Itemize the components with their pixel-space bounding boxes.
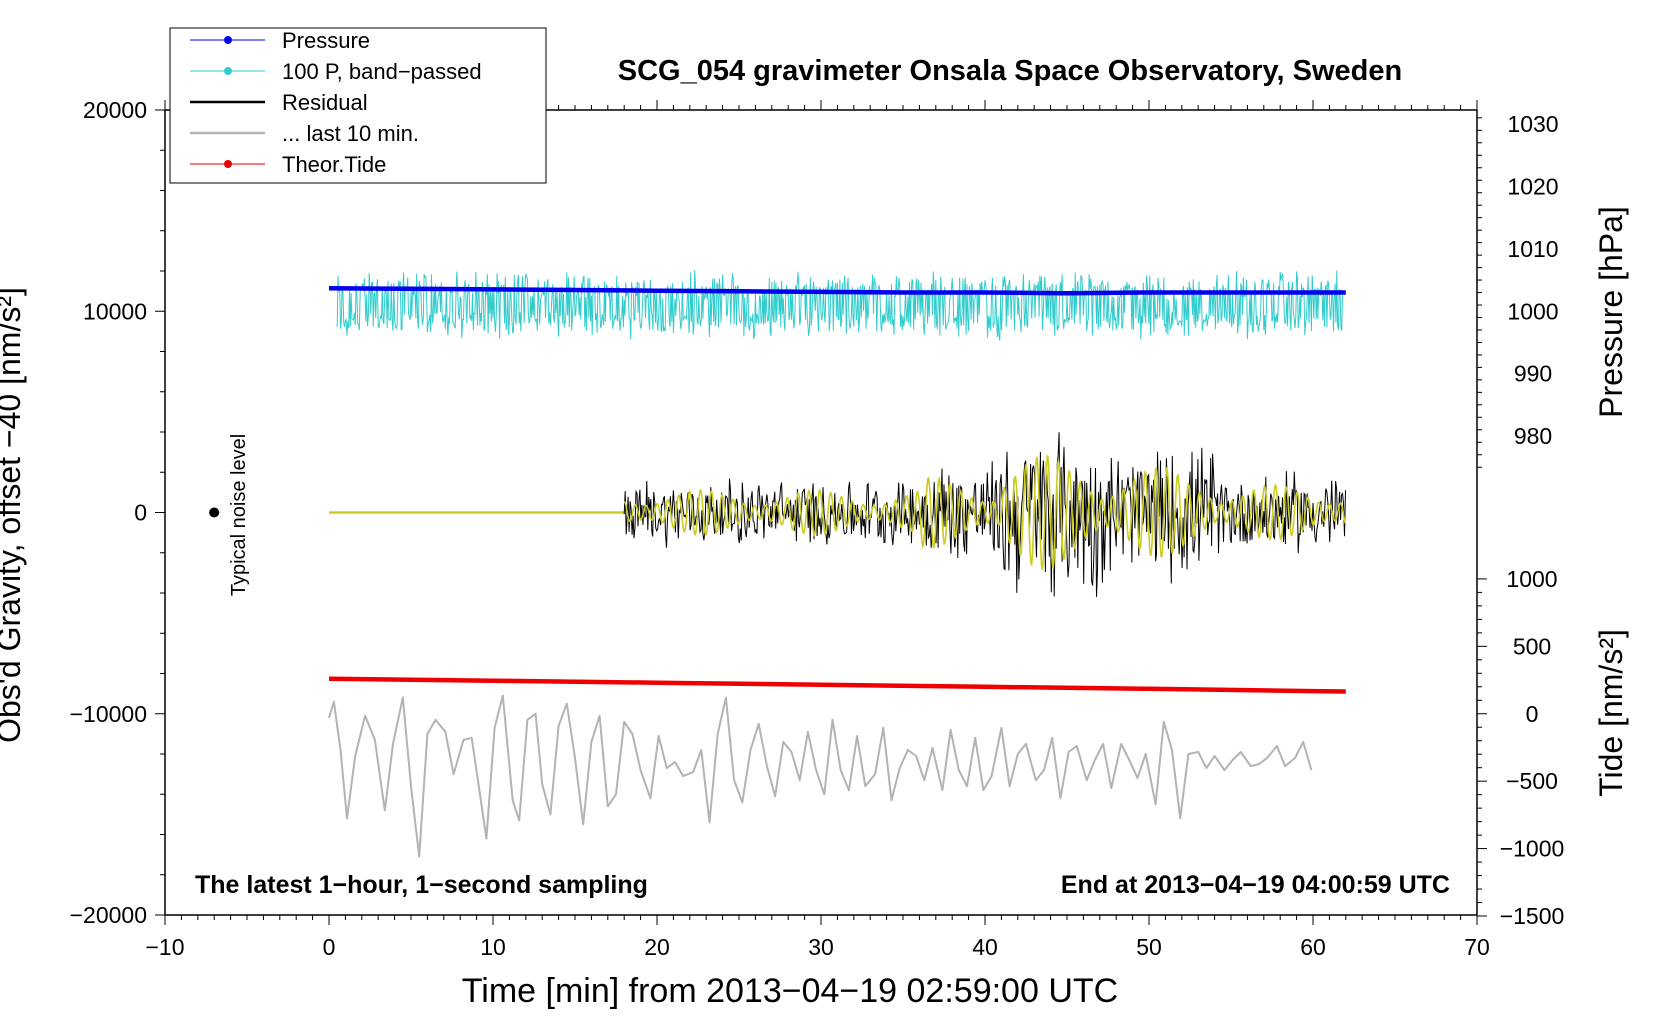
y-axis-label-tide: Tide [nm/s²]: [1593, 629, 1629, 797]
tide-tick-label: −1000: [1500, 836, 1565, 862]
tide-tick-label: −500: [1506, 768, 1558, 794]
y-tick-label-left: 20000: [83, 97, 147, 123]
x-tick-label: 30: [808, 934, 834, 960]
x-tick-label: 10: [480, 934, 506, 960]
series-pressure: [328, 285, 1346, 296]
legend-box: [169, 27, 547, 184]
sampling-note: The latest 1−hour, 1−second sampling: [195, 871, 648, 899]
y-axis-label-left: Obs'd Gravity, offset −40 [nm/s²]: [0, 287, 27, 743]
x-tick-label: 40: [972, 934, 998, 960]
legend-label: Pressure: [282, 28, 370, 53]
legend-label: Theor.Tide: [282, 152, 386, 177]
pressure-tick-label: 1010: [1507, 236, 1558, 262]
y-tick-label-left: 0: [134, 500, 147, 526]
series-last-10-min: [328, 694, 1313, 858]
end-time-note: End at 2013−04−19 04:00:59 UTC: [1061, 871, 1450, 899]
legend-label: ... last 10 min.: [282, 121, 419, 146]
plot-area: [209, 270, 1347, 858]
tide-tick-label: 500: [1513, 633, 1551, 659]
legend-marker: [224, 160, 232, 168]
pressure-tick-label: 1000: [1507, 298, 1558, 324]
pressure-tick-label: 1030: [1507, 111, 1558, 137]
noise-level-point: [209, 507, 220, 518]
x-tick-label: 50: [1136, 934, 1162, 960]
noise-level-label: Typical noise level: [228, 434, 250, 596]
x-tick-label: 20: [644, 934, 670, 960]
tide-tick-label: 1000: [1506, 566, 1557, 592]
legend-label: 100 P, band−passed: [282, 59, 482, 84]
axes: −10 0 10 20 30 40 50 60 7020000100000−10000−2000…: [70, 97, 1565, 960]
x-tick-label: −10: [145, 934, 184, 960]
x-tick-label: 70: [1464, 934, 1490, 960]
y-axis-label-pressure: Pressure [hPa]: [1593, 206, 1629, 418]
pressure-tick-label: 990: [1514, 361, 1552, 387]
series-theor-tide: [328, 676, 1346, 694]
y-tick-label-left: 10000: [83, 298, 147, 324]
series-residual: [623, 432, 1346, 597]
pressure-tick-label: 980: [1514, 423, 1552, 449]
legend-marker: [224, 36, 232, 44]
legend: Pressure 100 P, band−passed Residual ... la…: [169, 27, 547, 184]
pressure-tick-label: 1020: [1507, 173, 1558, 199]
legend-label: Residual: [282, 90, 368, 115]
y-tick-label-left: −20000: [70, 902, 147, 928]
tide-tick-label: 0: [1526, 701, 1539, 727]
series-residual-filtered: [624, 454, 1347, 571]
tide-tick-label: −1500: [1500, 903, 1565, 929]
x-axis-label: Time [min] from 2013−04−19 02:59:00 UTC: [462, 972, 1118, 1010]
x-tick-label: 60: [1300, 934, 1326, 960]
legend-marker: [224, 67, 232, 75]
x-tick-label: 0: [323, 934, 336, 960]
chart-title: SCG_054 gravimeter Onsala Space Observat…: [618, 55, 1402, 87]
series-pressure-bandpassed: [336, 270, 1343, 341]
y-tick-label-left: −10000: [70, 701, 147, 727]
